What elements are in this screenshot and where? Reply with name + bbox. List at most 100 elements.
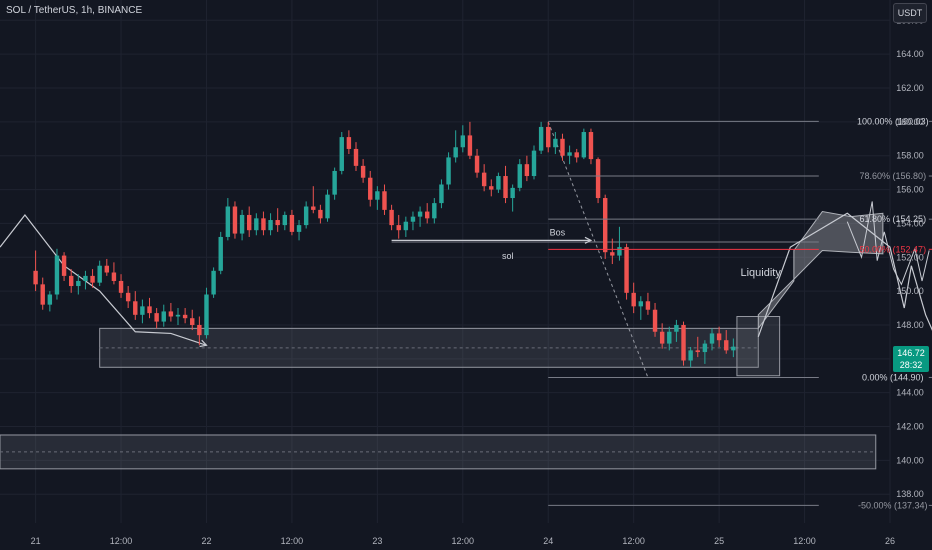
price-tick-label: 152.00 [896,252,924,262]
annotations[interactable]: Bos sol Liquidity [502,227,781,279]
candle-body [688,350,693,361]
fib-level-label: 50.00% (152.47) [860,244,927,254]
candle-body [190,318,195,325]
time-axis[interactable]: 2112:002212:002312:002412:002512:002612:… [31,536,932,546]
price-tick-label: 138.00 [896,489,924,499]
drawings[interactable] [0,121,932,378]
price-tick-label: 142.00 [896,422,924,432]
candle-body [524,164,530,177]
candle-body [396,225,401,231]
candle-body [140,306,145,315]
candle-body [489,186,494,190]
candle-body [133,301,138,315]
candle-body [610,252,615,256]
price-tick-label: 154.00 [896,218,924,228]
candle-body [531,150,537,177]
candle-body [695,350,700,353]
zigzag-path [846,201,930,286]
time-tick-label: 12:00 [110,536,133,546]
candle-body [439,184,444,204]
time-tick-label: 22 [201,536,211,546]
candle-body [546,126,551,148]
price-tick-label: 160.00 [896,117,924,127]
grid [0,0,891,523]
candle-body [76,280,81,287]
fib-level-label: 78.60% (156.80) [860,171,927,181]
candle-body [125,292,131,302]
candle-body [588,132,594,160]
price-tick-label: 150.00 [896,286,924,296]
zone-boxes[interactable] [0,316,877,470]
symbol-title[interactable]: SOL / TetherUS, 1h, BINANCE [6,5,143,16]
candle-body [346,137,352,149]
candle-body [47,294,53,305]
candle-body [674,324,679,332]
candle-body [389,209,394,226]
price-tick-label: 140.00 [896,455,924,465]
candle-body [275,220,280,226]
time-tick-label: 21 [31,536,41,546]
candle-body [709,333,715,344]
candle-body [353,148,359,166]
fib-level-label: -50.00% (137.34) [858,500,928,510]
candle-body [567,152,572,156]
candle-body [311,206,316,210]
candle-body [168,311,174,317]
candle-body [453,147,458,158]
candle-body [204,294,209,336]
candle-body [368,177,373,200]
candle-body [175,314,181,317]
candle-body [296,225,302,232]
candle-body [424,211,430,219]
last-price-tag: 146.72 28:32 [893,346,929,372]
bar-countdown: 28:32 [899,360,923,370]
candle-body [581,132,587,158]
fib-trend-line [547,121,649,378]
candle-body [659,331,665,344]
candle-body [602,198,608,253]
time-tick-label: 26 [885,536,895,546]
candle-body [332,170,337,195]
candle-body [638,301,644,307]
time-tick-label: 12:00 [793,536,816,546]
candle-body [474,155,480,173]
candle-body [282,214,288,226]
candle-body [595,159,601,199]
time-tick-label: 12:00 [281,536,304,546]
drawn-path-left [0,213,207,346]
time-tick-label: 25 [714,536,724,546]
drawn-path-right [757,212,932,338]
candle-body [503,176,508,199]
candle-body [702,343,708,353]
candle-body [716,333,722,341]
candle-body [218,236,223,271]
time-tick-label: 12:00 [452,536,475,546]
currency-button[interactable]: USDT [893,3,927,23]
candle-body [246,214,252,231]
last-price: 146.72 [897,348,925,358]
candle-body [652,309,658,332]
candle-body [382,191,387,210]
candle-body [681,324,686,361]
candle-body [161,311,166,322]
candle-body [517,164,522,188]
time-tick-label: 12:00 [622,536,645,546]
candle-body [68,275,74,287]
candle-body [360,165,366,178]
fib-level-label: 0.00% (144.90) [862,372,924,382]
candle-body [538,126,544,151]
fib-level-label: 61.80% (154.25) [860,214,927,224]
candle-body [118,280,124,293]
candle-body [90,275,95,283]
drawn-path-left-arrow [199,339,208,348]
candle-body [631,292,636,307]
candle-body [446,157,451,185]
price-axis[interactable]: 138.00140.00142.00144.00146.00148.00150.… [896,15,924,499]
fibonacci-retracement[interactable]: 100.00% (160.03) 78.60% (156.80) 61.80% (1… [548,116,932,510]
time-tick-label: 24 [543,536,553,546]
candle-body [54,255,60,295]
candle-body [261,218,266,231]
candle-body [268,220,273,231]
candle-body [560,138,565,156]
